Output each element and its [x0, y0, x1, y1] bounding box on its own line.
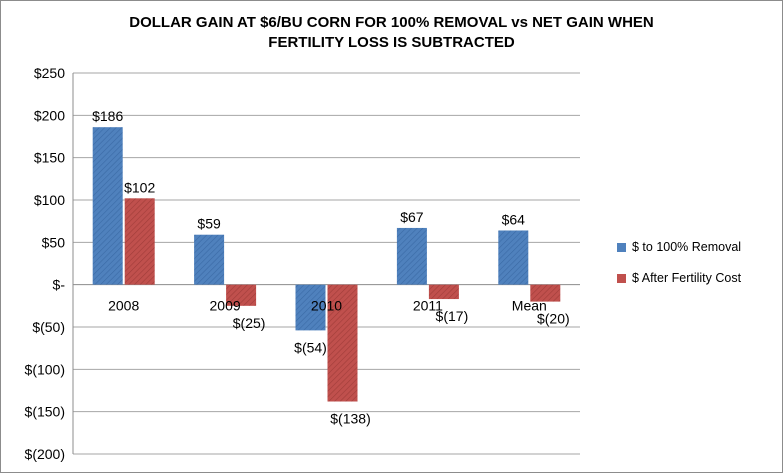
data-label: $(138) [330, 411, 370, 427]
data-label: $59 [197, 216, 221, 232]
data-label: $(20) [537, 311, 570, 327]
chart-title-line-2: FERTILITY LOSS IS SUBTRACTED [268, 34, 515, 51]
legend-label-after-fertility: $ After Fertility Cost [632, 271, 742, 285]
data-label: $67 [400, 209, 424, 225]
bar-layer [92, 127, 561, 402]
x-tick-label: Mean [512, 298, 547, 314]
legend-swatch-after-fertility [617, 274, 626, 283]
data-label: $64 [502, 211, 526, 227]
bar-after-fertility [428, 284, 459, 300]
label-layer: $250 $200 $150 $100 $50 $- $(50) $(100) $(150) $(… [25, 65, 570, 462]
x-tick-label: 2008 [108, 298, 139, 314]
data-label: $(25) [233, 315, 266, 331]
y-tick-label: $(150) [25, 404, 65, 420]
bar-after-fertility [530, 284, 561, 302]
y-tick-label: $200 [34, 107, 65, 123]
legend-swatch-removal [617, 243, 626, 252]
data-label: $(17) [436, 308, 469, 324]
bar-removal [194, 234, 225, 285]
y-tick-label: $- [53, 277, 66, 293]
bar-after-fertility [124, 198, 155, 285]
bar-removal [396, 227, 427, 285]
y-tick-label: $(200) [25, 446, 65, 462]
chart-title-line-1: DOLLAR GAIN AT $6/BU CORN FOR 100% REMOV… [129, 14, 654, 31]
legend-item-removal: $ to 100% Removal [617, 240, 741, 254]
y-tick-label: $50 [42, 234, 66, 250]
y-tick-label: $100 [34, 192, 65, 208]
y-tick-label: $250 [34, 65, 65, 81]
bar-after-fertility [226, 284, 257, 306]
bar-removal [92, 127, 123, 285]
bar-removal [498, 230, 529, 285]
bar-after-fertility [327, 284, 358, 402]
y-tick-label: $(50) [32, 319, 65, 335]
bar-removal [295, 284, 326, 331]
y-tick-label: $(100) [25, 361, 65, 377]
data-label: $102 [124, 179, 155, 195]
data-label: $(54) [294, 339, 327, 355]
data-label: $186 [92, 108, 123, 124]
y-tick-label: $150 [34, 150, 65, 166]
x-tick-label: 2009 [210, 298, 241, 314]
legend-item-after-fertility: $ After Fertility Cost [617, 271, 741, 285]
legend-label-removal: $ to 100% Removal [632, 240, 742, 254]
grid-layer [72, 72, 580, 455]
x-tick-label: 2011 [413, 298, 443, 314]
x-tick-label: 2010 [311, 298, 342, 314]
